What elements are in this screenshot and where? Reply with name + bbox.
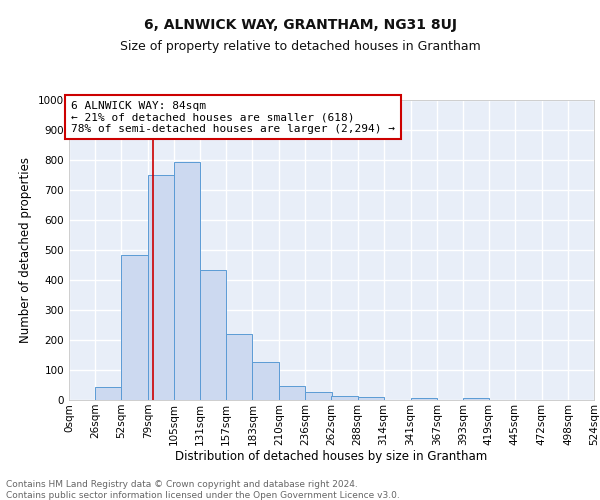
Bar bbox=[95, 388, 121, 400]
X-axis label: Distribution of detached houses by size in Grantham: Distribution of detached houses by size … bbox=[175, 450, 488, 464]
Bar bbox=[148, 175, 174, 400]
Y-axis label: Number of detached properties: Number of detached properties bbox=[19, 157, 32, 343]
Text: Contains HM Land Registry data © Crown copyright and database right 2024.
Contai: Contains HM Land Registry data © Crown c… bbox=[6, 480, 400, 500]
Bar bbox=[174, 162, 200, 400]
Text: 6 ALNWICK WAY: 84sqm
← 21% of detached houses are smaller (618)
78% of semi-deta: 6 ALNWICK WAY: 84sqm ← 21% of detached h… bbox=[71, 100, 395, 134]
Bar bbox=[410, 398, 437, 400]
Bar bbox=[280, 386, 305, 400]
Bar bbox=[121, 254, 148, 400]
Bar bbox=[331, 396, 358, 400]
Bar bbox=[305, 392, 331, 400]
Text: Size of property relative to detached houses in Grantham: Size of property relative to detached ho… bbox=[119, 40, 481, 53]
Bar bbox=[358, 397, 383, 400]
Bar bbox=[226, 334, 253, 400]
Text: 6, ALNWICK WAY, GRANTHAM, NG31 8UJ: 6, ALNWICK WAY, GRANTHAM, NG31 8UJ bbox=[143, 18, 457, 32]
Bar bbox=[253, 362, 280, 400]
Bar bbox=[200, 270, 226, 400]
Bar bbox=[463, 398, 489, 400]
